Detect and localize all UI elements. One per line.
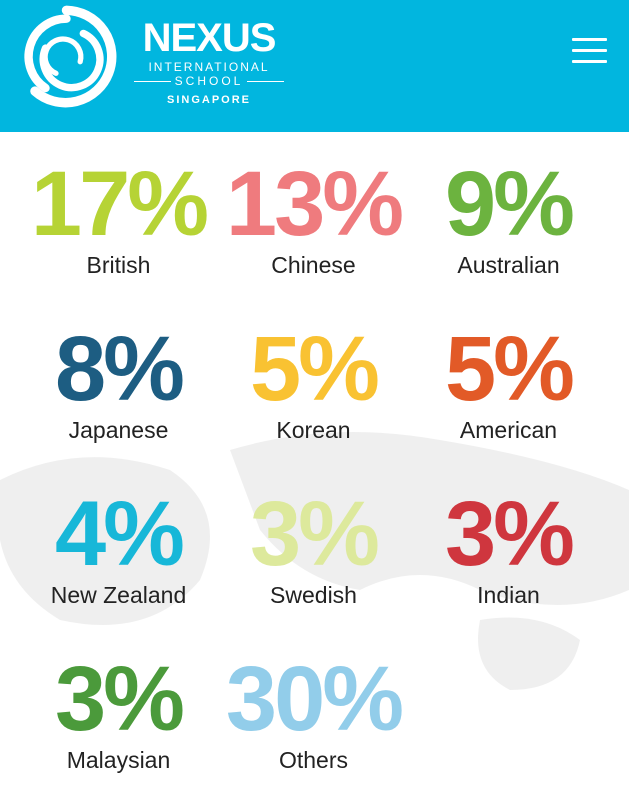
stat-label: New Zealand [50,582,187,608]
brand-line3: SINGAPORE [166,94,251,106]
stat-chinese: 13% Chinese [216,158,411,280]
stat-new-zealand: 4% New Zealand [21,488,216,610]
stat-label: Indian [477,582,540,608]
stat-percent: 3% [445,483,575,585]
hamburger-menu-icon[interactable] [572,38,607,64]
stat-label: Australian [457,252,560,278]
stat-malaysian: 3% Malaysian [21,653,216,775]
stat-label: Chinese [271,252,356,278]
brand-line1: INTERNATIONAL [148,60,270,74]
stat-percent: 3% [250,483,380,585]
stat-label: Others [278,747,349,773]
stat-japanese: 8% Japanese [21,323,216,445]
stat-australian: 9% Australian [411,158,606,280]
brand-line2: SCHOOL [174,74,244,88]
nexus-logo-icon[interactable] [14,4,119,109]
stat-others: 30% Others [216,653,411,775]
stat-swedish: 3% Swedish [216,488,411,610]
stat-label: British [86,252,151,278]
world-map-background [0,432,629,690]
stat-indian: 3% Indian [411,488,606,610]
stat-percent: 9% [445,153,575,255]
stat-label: Korean [276,417,351,443]
stat-label: American [459,417,558,443]
divider [134,80,171,82]
stat-korean: 5% Korean [216,323,411,445]
divider [247,80,284,82]
site-header: NEXUS INTERNATIONAL SCHOOL SINGAPORE [0,0,629,132]
stat-percent: 13% [225,153,404,255]
brand-line2-wrap: SCHOOL [134,74,284,88]
stat-percent: 5% [250,318,380,420]
stat-percent: 30% [225,648,404,750]
stat-american: 5% American [411,323,606,445]
stat-percent: 17% [30,153,209,255]
stat-label: Malaysian [66,747,171,773]
stat-percent: 3% [55,648,185,750]
stat-label: Swedish [270,582,357,608]
school-brand[interactable]: NEXUS INTERNATIONAL SCHOOL SINGAPORE [134,16,284,106]
stat-percent: 8% [55,318,185,420]
stat-label: Japanese [68,417,169,443]
stat-british: 17% British [21,158,216,280]
stat-percent: 5% [445,318,575,420]
brand-name: NEXUS [142,16,277,60]
stat-percent: 4% [55,483,185,585]
